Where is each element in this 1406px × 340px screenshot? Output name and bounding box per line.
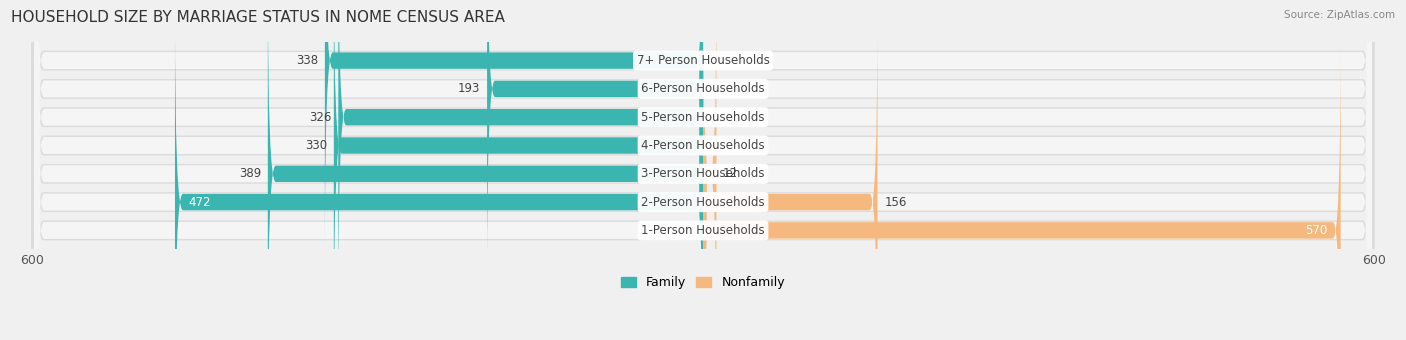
FancyBboxPatch shape xyxy=(174,12,703,340)
FancyBboxPatch shape xyxy=(703,12,877,340)
Text: 156: 156 xyxy=(884,195,907,209)
Text: 3-Person Households: 3-Person Households xyxy=(641,167,765,180)
FancyBboxPatch shape xyxy=(333,0,703,335)
Text: 570: 570 xyxy=(1305,224,1327,237)
FancyBboxPatch shape xyxy=(339,0,703,307)
FancyBboxPatch shape xyxy=(32,0,1374,340)
Text: HOUSEHOLD SIZE BY MARRIAGE STATUS IN NOME CENSUS AREA: HOUSEHOLD SIZE BY MARRIAGE STATUS IN NOM… xyxy=(11,10,505,25)
Text: 12: 12 xyxy=(723,167,738,180)
FancyBboxPatch shape xyxy=(703,40,1341,340)
FancyBboxPatch shape xyxy=(32,0,1374,340)
FancyBboxPatch shape xyxy=(325,0,703,251)
Text: 326: 326 xyxy=(309,111,332,124)
Text: 4-Person Households: 4-Person Households xyxy=(641,139,765,152)
FancyBboxPatch shape xyxy=(267,0,703,340)
Text: 1-Person Households: 1-Person Households xyxy=(641,224,765,237)
Text: 389: 389 xyxy=(239,167,262,180)
FancyBboxPatch shape xyxy=(34,0,1372,307)
FancyBboxPatch shape xyxy=(32,0,1374,334)
Text: Source: ZipAtlas.com: Source: ZipAtlas.com xyxy=(1284,10,1395,20)
FancyBboxPatch shape xyxy=(34,0,1372,340)
FancyBboxPatch shape xyxy=(32,0,1374,340)
FancyBboxPatch shape xyxy=(32,0,1374,340)
Text: 193: 193 xyxy=(458,82,481,96)
Text: 6-Person Households: 6-Person Households xyxy=(641,82,765,96)
FancyBboxPatch shape xyxy=(34,0,1372,340)
FancyBboxPatch shape xyxy=(32,0,1374,340)
Text: 472: 472 xyxy=(188,195,211,209)
Legend: Family, Nonfamily: Family, Nonfamily xyxy=(616,271,790,294)
Text: 5-Person Households: 5-Person Households xyxy=(641,111,765,124)
FancyBboxPatch shape xyxy=(34,0,1372,340)
FancyBboxPatch shape xyxy=(32,0,1374,340)
FancyBboxPatch shape xyxy=(34,0,1372,335)
Text: 330: 330 xyxy=(305,139,328,152)
Text: 2-Person Households: 2-Person Households xyxy=(641,195,765,209)
FancyBboxPatch shape xyxy=(703,0,717,340)
Text: 7+ Person Households: 7+ Person Households xyxy=(637,54,769,67)
FancyBboxPatch shape xyxy=(34,0,1372,340)
FancyBboxPatch shape xyxy=(34,0,1372,340)
Text: 338: 338 xyxy=(297,54,318,67)
FancyBboxPatch shape xyxy=(486,0,703,279)
